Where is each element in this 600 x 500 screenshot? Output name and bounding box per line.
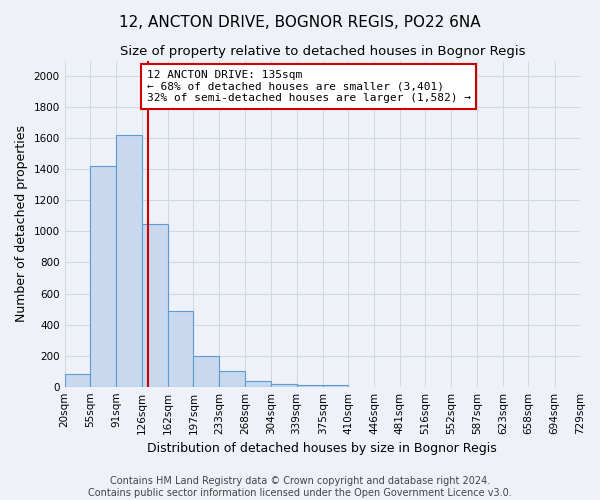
Bar: [193, 356, 220, 386]
Text: Contains HM Land Registry data © Crown copyright and database right 2024.
Contai: Contains HM Land Registry data © Crown c…: [88, 476, 512, 498]
Bar: [220, 371, 245, 386]
Text: 12, ANCTON DRIVE, BOGNOR REGIS, PO22 6NA: 12, ANCTON DRIVE, BOGNOR REGIS, PO22 6NA: [119, 15, 481, 30]
Bar: [116, 135, 142, 386]
Bar: [271, 384, 296, 386]
X-axis label: Distribution of detached houses by size in Bognor Regis: Distribution of detached houses by size …: [148, 442, 497, 455]
Text: 12 ANCTON DRIVE: 135sqm
← 68% of detached houses are smaller (3,401)
32% of semi: 12 ANCTON DRIVE: 135sqm ← 68% of detache…: [147, 70, 471, 103]
Bar: [271, 384, 296, 386]
Y-axis label: Number of detached properties: Number of detached properties: [15, 125, 28, 322]
Bar: [65, 374, 90, 386]
Bar: [245, 381, 271, 386]
Title: Size of property relative to detached houses in Bognor Regis: Size of property relative to detached ho…: [119, 45, 525, 58]
Bar: [142, 224, 168, 386]
Bar: [168, 310, 193, 386]
Bar: [296, 385, 323, 386]
Bar: [90, 166, 116, 386]
